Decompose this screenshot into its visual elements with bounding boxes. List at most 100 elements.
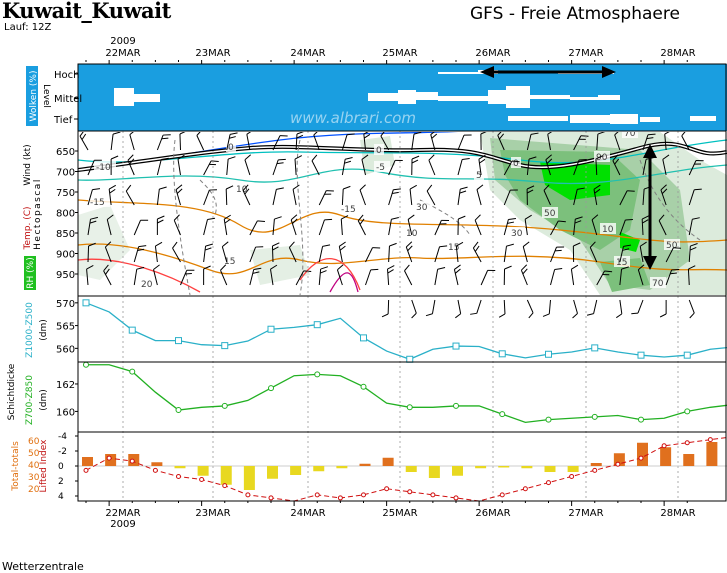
- temperature-contour: [78, 139, 727, 164]
- wind-barb-shaft: [203, 219, 208, 236]
- humidity-shading: [250, 245, 310, 285]
- wind-barb-flag: [572, 313, 578, 319]
- wind-barb-shaft: [87, 189, 93, 206]
- wind-barb: [106, 214, 114, 236]
- wind-barb-flag: [229, 132, 238, 135]
- wind-barb-flag: [155, 241, 163, 247]
- wind-barb-shaft: [478, 159, 482, 176]
- wind-barb: [573, 159, 587, 176]
- wind-barb-shaft: [681, 135, 690, 151]
- wind-barb: [426, 184, 436, 206]
- wind-barb: [294, 155, 303, 176]
- wind-barb: [79, 132, 89, 151]
- cloud-cover-block: [438, 96, 488, 101]
- wind-barb-flag: [204, 247, 212, 251]
- wind-barb-flag: [689, 312, 695, 319]
- wind-barb: [318, 266, 329, 286]
- wind-barb: [388, 188, 401, 206]
- wind-barb-shaft: [203, 160, 212, 176]
- wind-barb-shaft: [173, 220, 181, 236]
- wind-barb: [591, 214, 599, 236]
- wind-barb: [664, 132, 672, 151]
- wind-barb-shaft: [103, 270, 112, 286]
- wind-barb-flag: [86, 265, 94, 270]
- wind-barb-flag: [591, 214, 599, 221]
- wind-barb-flag: [324, 218, 333, 221]
- wind-barb: [87, 216, 99, 236]
- wind-barb-shaft: [388, 189, 394, 206]
- wind-barb-shaft: [522, 246, 528, 263]
- wind-barb: [503, 243, 514, 263]
- wind-barb: [87, 159, 102, 176]
- wind-barb-flag: [404, 264, 410, 272]
- total-totals-tick-label: 20: [28, 485, 40, 495]
- wind-barb: [637, 264, 645, 286]
- wind-barb-flag: [176, 188, 183, 194]
- wind-barb-shaft: [290, 219, 297, 236]
- lifted-index-bar: [637, 442, 648, 466]
- wind-barb-flag: [92, 188, 101, 191]
- lifted-index-bar: [382, 457, 394, 466]
- cloud-cover-block: [398, 90, 416, 104]
- wind-barb-shaft: [434, 220, 442, 236]
- wind-barb-flag: [252, 271, 260, 274]
- wind-barb: [619, 266, 629, 286]
- year-label-bottom: 2009: [110, 519, 135, 530]
- wind-barb: [434, 219, 450, 236]
- wind-barb: [586, 299, 598, 316]
- wind-barb-shaft: [359, 189, 366, 206]
- wind-barb-shaft: [658, 220, 667, 236]
- wind-barb: [573, 216, 583, 236]
- wind-barb: [156, 215, 165, 235]
- wind-barb: [503, 189, 518, 206]
- wind-barb-shaft: [87, 160, 95, 176]
- total-totals-point: [106, 455, 112, 461]
- wind-barb-flag: [524, 214, 532, 220]
- cloud-cover-block: [368, 93, 398, 101]
- wind-barb-flag: [153, 264, 160, 270]
- wind-barb-shaft: [104, 246, 112, 263]
- wind-barb-shaft: [595, 158, 598, 176]
- lifted-index-bar: [544, 466, 556, 472]
- total-totals-point: [361, 492, 366, 498]
- wind-barb-flag: [276, 187, 284, 190]
- wind-barb-flag: [681, 132, 687, 137]
- wind-barb-shaft: [292, 189, 297, 206]
- wind-barb-flag: [579, 159, 587, 161]
- wind-barb-flag: [274, 216, 282, 220]
- wind-barb-shaft: [272, 219, 275, 236]
- wind-barb-shaft: [614, 134, 621, 151]
- wind-barb: [480, 269, 496, 286]
- humidity-contour: [419, 199, 471, 236]
- date-label-bottom: 23MAR: [195, 508, 230, 519]
- wind-barb: [573, 135, 589, 151]
- wind-barb-shaft: [87, 219, 91, 236]
- wind-barb-flag: [339, 245, 346, 251]
- wind-barb-flag: [103, 264, 109, 272]
- wind-barb-shaft: [153, 269, 158, 286]
- wind-barb-flag: [614, 132, 621, 136]
- lifted-index-tick-label: 4: [58, 492, 64, 502]
- wind-barb: [476, 184, 484, 206]
- wind-barb-flag: [604, 270, 613, 273]
- wind-barb-flag: [161, 157, 169, 160]
- wind-barb: [340, 215, 349, 236]
- wind-barb: [659, 300, 667, 318]
- wind-barb-flag: [387, 265, 395, 270]
- lifted-index-bar: [313, 466, 325, 472]
- wind-barb-shaft: [318, 269, 322, 286]
- wind-barb-shaft: [639, 246, 644, 263]
- wind-barb-flag: [646, 137, 654, 140]
- total-totals-point: [222, 483, 228, 489]
- annotation-arrowhead: [480, 66, 494, 78]
- wind-barb-shaft: [547, 134, 551, 151]
- wind-barb-flag: [602, 274, 610, 276]
- wind-barb: [341, 157, 353, 176]
- wind-barb-flag: [136, 266, 145, 270]
- wind-barb: [572, 242, 581, 263]
- wind-barb-flag: [631, 312, 639, 315]
- wind-barb-shaft: [642, 159, 647, 176]
- wind-barb-flag: [431, 133, 438, 139]
- contour-label: 90: [596, 153, 608, 163]
- wind-barb-shaft: [664, 134, 667, 151]
